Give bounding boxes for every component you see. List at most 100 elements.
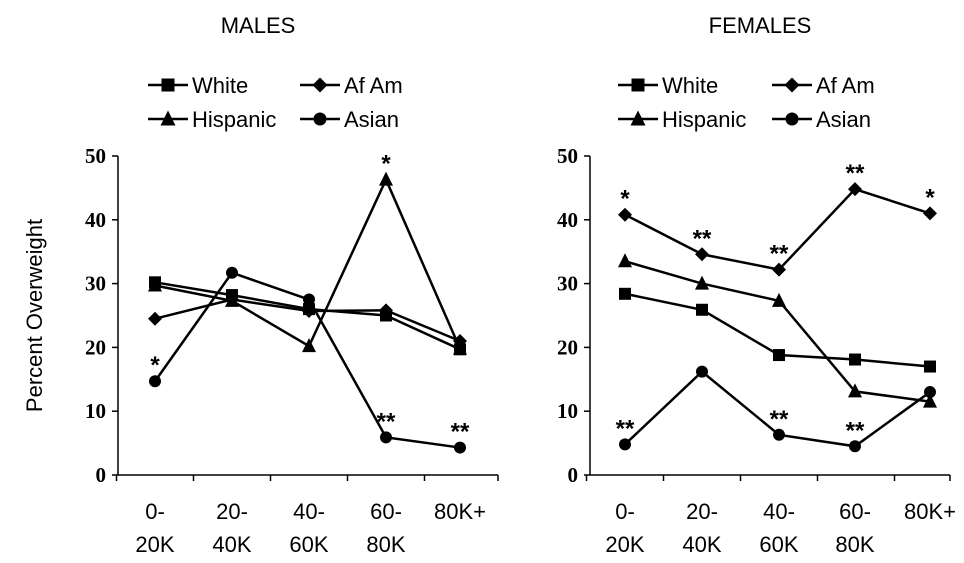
legend-label: White <box>662 73 718 98</box>
y-tick-label: 40 <box>85 208 106 232</box>
legend-marker-diamond <box>312 77 328 93</box>
data-point-circle <box>226 266 238 279</box>
significance-marker: ** <box>770 406 789 433</box>
data-point-circle <box>696 365 708 378</box>
legend-marker-triangle <box>160 110 176 126</box>
y-tick-label: 0 <box>568 463 579 487</box>
x-tick-label: 80K+ <box>904 499 956 524</box>
chart-title: MALES <box>221 13 296 38</box>
data-point-diamond <box>618 207 632 222</box>
x-tick-label: 60-80K <box>835 499 874 557</box>
data-point-circle <box>924 386 936 399</box>
series-white <box>619 287 936 373</box>
data-point-square <box>849 353 861 366</box>
legend-marker-circle <box>785 112 799 126</box>
significance-marker: * <box>620 186 630 213</box>
data-point-circle <box>849 440 861 453</box>
y-tick-label: 10 <box>85 399 106 423</box>
x-tick-label: 60-80K <box>366 499 405 557</box>
y-tick-label: 30 <box>85 272 106 296</box>
y-tick-label: 20 <box>85 335 106 359</box>
series-asian <box>149 266 466 454</box>
legend-label: Af Am <box>816 73 875 98</box>
y-tick-label: 0 <box>96 463 107 487</box>
data-point-square <box>924 360 936 373</box>
data-point-triangle <box>302 338 316 353</box>
data-point-square <box>696 303 708 316</box>
significance-marker: * <box>150 352 160 379</box>
x-tick-label: 0-20K <box>605 499 644 557</box>
data-point-square <box>773 349 785 362</box>
data-point-square <box>619 287 631 300</box>
legend-marker-square <box>631 78 645 92</box>
significance-marker: ** <box>616 415 635 442</box>
data-point-triangle <box>772 292 786 307</box>
series-hispanic <box>618 253 937 408</box>
legend-label: Hispanic <box>192 107 276 132</box>
data-point-diamond <box>848 182 862 197</box>
significance-marker: ** <box>693 225 712 252</box>
data-point-triangle <box>695 275 709 290</box>
data-point-triangle <box>148 277 162 292</box>
legend-label: White <box>192 73 248 98</box>
chart-title: FEMALES <box>709 13 812 38</box>
x-tick-label: 0-20K <box>135 499 174 557</box>
x-tick-label: 20-40K <box>682 499 721 557</box>
data-point-triangle <box>379 171 393 186</box>
data-point-circle <box>149 375 161 388</box>
data-point-diamond <box>379 303 393 318</box>
legend-label: Asian <box>344 107 399 132</box>
data-point-triangle <box>848 383 862 398</box>
data-point-triangle <box>618 253 632 268</box>
significance-marker: ** <box>846 160 865 187</box>
legend-item-af-am: Af Am <box>772 73 875 98</box>
legend-item-af-am: Af Am <box>300 73 403 98</box>
series-af-am <box>618 182 937 277</box>
data-point-circle <box>773 428 785 441</box>
y-tick-label: 20 <box>557 335 578 359</box>
legend-marker-triangle <box>630 110 646 126</box>
x-tick-label: 40-60K <box>759 499 798 557</box>
data-point-circle <box>619 438 631 451</box>
legend-label: Af Am <box>344 73 403 98</box>
x-tick-label: 20-40K <box>212 499 251 557</box>
data-point-circle <box>380 431 392 444</box>
legend-marker-circle <box>313 112 327 126</box>
males-panel: MALES White Af Am Hispanic Asian 0 10 20 30 40 50 0… <box>22 13 499 557</box>
legend-item-hispanic: Hispanic <box>148 107 276 132</box>
y-tick-label: 50 <box>85 144 106 168</box>
legend-label: Asian <box>816 107 871 132</box>
legend-item-hispanic: Hispanic <box>618 107 746 132</box>
legend-item-asian: Asian <box>772 107 871 132</box>
legend-item-asian: Asian <box>300 107 399 132</box>
significance-marker: * <box>381 151 391 178</box>
series-asian <box>619 365 936 453</box>
legend-item-white: White <box>618 73 718 98</box>
legend-item-white: White <box>148 73 248 98</box>
females-panel: FEMALES White Af Am Hispanic Asian 0 10 20 30 40 5… <box>557 13 956 557</box>
y-axis-label: Percent Overweight <box>22 219 47 412</box>
legend-marker-square <box>161 78 175 92</box>
data-point-circle <box>454 441 466 454</box>
significance-marker: * <box>925 184 935 211</box>
legend-marker-diamond <box>784 77 800 93</box>
series-line <box>624 260 931 403</box>
data-point-triangle <box>225 292 239 307</box>
x-tick-label: 80K+ <box>434 499 486 524</box>
series-hispanic <box>148 171 467 355</box>
data-point-diamond <box>148 311 162 326</box>
y-tick-label: 40 <box>557 208 578 232</box>
significance-marker: ** <box>846 417 865 444</box>
data-point-diamond <box>772 262 786 277</box>
significance-marker: ** <box>377 408 396 435</box>
data-point-triangle <box>453 340 467 355</box>
y-tick-label: 50 <box>557 144 578 168</box>
data-point-diamond <box>695 247 709 262</box>
x-tick-label: 40-60K <box>289 499 328 557</box>
y-tick-label: 10 <box>557 399 578 423</box>
y-tick-label: 30 <box>557 272 578 296</box>
data-point-diamond <box>923 206 937 221</box>
significance-marker: ** <box>451 419 470 446</box>
data-point-triangle <box>923 393 937 408</box>
